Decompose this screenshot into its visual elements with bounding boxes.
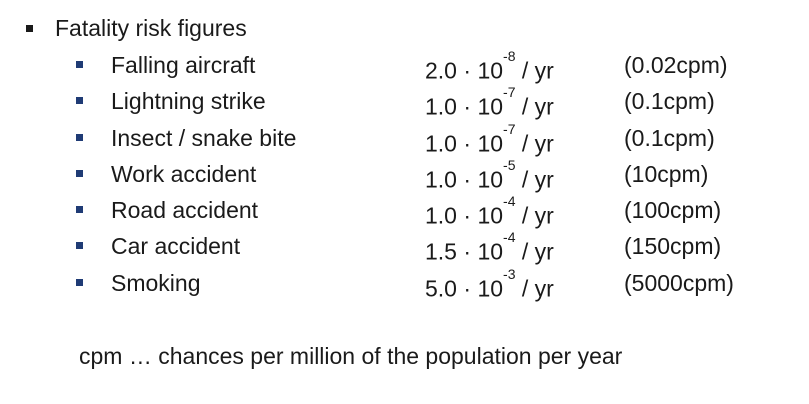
list-item: Smoking 5.0 · 10-3 / yr (5000cpm) xyxy=(0,265,809,301)
risk-cpm: (5000cpm) xyxy=(624,269,734,296)
square-bullet-icon xyxy=(76,169,83,177)
rate-coefficient: 1.5 xyxy=(425,239,457,266)
square-bullet-icon xyxy=(76,133,83,141)
risk-label: Lightning strike xyxy=(111,88,266,115)
rate-unit: / yr xyxy=(521,130,554,157)
rate-coefficient: 1.0 xyxy=(425,166,457,193)
risk-label: Insect / snake bite xyxy=(111,124,297,151)
rate-unit: / yr xyxy=(521,93,554,120)
rate-separator: · xyxy=(463,166,472,193)
rate-exponent: -3 xyxy=(503,265,516,282)
rate-coefficient: 1.0 xyxy=(425,130,457,157)
risk-cpm: (0.1cpm) xyxy=(624,124,715,151)
rate-separator: · xyxy=(463,57,472,84)
risk-cpm: (150cpm) xyxy=(624,233,722,260)
list-item: Falling aircraft 2.0 · 10-8 / yr (0.02cpm) xyxy=(0,47,809,84)
rate-coefficient: 2.0 xyxy=(425,57,457,84)
risk-label: Smoking xyxy=(111,269,201,296)
rate-unit: / yr xyxy=(521,239,554,266)
list-item: Lightning strike 1.0 · 10-7 / yr (0.1cpm) xyxy=(0,83,809,120)
list-item: Insect / snake bite 1.0 · 10-7 / yr (0.1cp… xyxy=(0,120,809,156)
square-bullet-icon xyxy=(76,242,83,250)
risk-cpm: (100cpm) xyxy=(624,197,722,224)
list-item: Road accident 1.0 · 10-4 / yr (100cpm) xyxy=(0,192,809,229)
list-item: Car accident 1.5 · 10-4 / yr (150cpm) xyxy=(0,228,809,265)
risk-cpm: (0.1cpm) xyxy=(624,88,715,115)
list-item: Work accident 1.0 · 10-5 / yr (10cpm) xyxy=(0,156,809,193)
risk-rate: 1.5 · 10-4 / yr xyxy=(425,228,554,270)
square-bullet-icon xyxy=(26,24,33,32)
risk-rate: 2.0 · 10-8 / yr xyxy=(425,47,554,89)
rate-unit: / yr xyxy=(521,275,554,302)
rate-exponent: -5 xyxy=(503,156,516,173)
square-bullet-icon xyxy=(76,206,83,214)
risk-cpm: (10cpm) xyxy=(624,160,709,187)
heading-row: Fatality risk figures xyxy=(26,12,247,44)
risk-rate: 1.0 · 10-7 / yr xyxy=(425,120,554,162)
rate-unit: / yr xyxy=(521,57,554,84)
square-bullet-icon xyxy=(76,278,83,286)
rate-base: 10 xyxy=(477,239,504,266)
risk-rate: 1.0 · 10-4 / yr xyxy=(425,192,554,234)
risk-list: Falling aircraft 2.0 · 10-8 / yr (0.02cpm)… xyxy=(0,47,809,301)
risk-rate: 1.0 · 10-7 / yr xyxy=(425,83,554,125)
rate-base: 10 xyxy=(477,130,504,157)
rate-separator: · xyxy=(463,202,472,229)
rate-coefficient: 1.0 xyxy=(425,93,457,120)
slide-heading: Fatality risk figures xyxy=(55,15,247,41)
risk-rate: 1.0 · 10-5 / yr xyxy=(425,156,554,198)
rate-coefficient: 5.0 xyxy=(425,275,457,302)
rate-base: 10 xyxy=(477,57,504,84)
rate-exponent: -4 xyxy=(503,229,516,246)
risk-rate: 5.0 · 10-3 / yr xyxy=(425,265,554,307)
risk-label: Falling aircraft xyxy=(111,52,256,78)
rate-exponent: -4 xyxy=(503,193,516,210)
risk-cpm: (0.02cpm) xyxy=(624,52,728,78)
rate-exponent: -7 xyxy=(503,84,516,101)
rate-exponent: -8 xyxy=(503,48,516,64)
square-bullet-icon xyxy=(76,97,83,105)
rate-separator: · xyxy=(463,130,472,157)
risk-label: Car accident xyxy=(111,233,241,260)
risk-label: Work accident xyxy=(111,160,257,187)
rate-unit: / yr xyxy=(521,166,554,193)
risk-label: Road accident xyxy=(111,197,259,224)
rate-base: 10 xyxy=(477,275,504,302)
rate-base: 10 xyxy=(477,202,504,229)
rate-unit: / yr xyxy=(521,202,554,229)
rate-separator: · xyxy=(463,93,472,120)
rate-exponent: -7 xyxy=(503,120,516,137)
rate-base: 10 xyxy=(477,93,504,120)
rate-coefficient: 1.0 xyxy=(425,202,457,229)
square-bullet-icon xyxy=(76,61,83,68)
rate-separator: · xyxy=(463,275,472,302)
rate-base: 10 xyxy=(477,166,504,193)
footnote: cpm … chances per million of the populat… xyxy=(79,343,623,369)
rate-separator: · xyxy=(463,239,472,266)
